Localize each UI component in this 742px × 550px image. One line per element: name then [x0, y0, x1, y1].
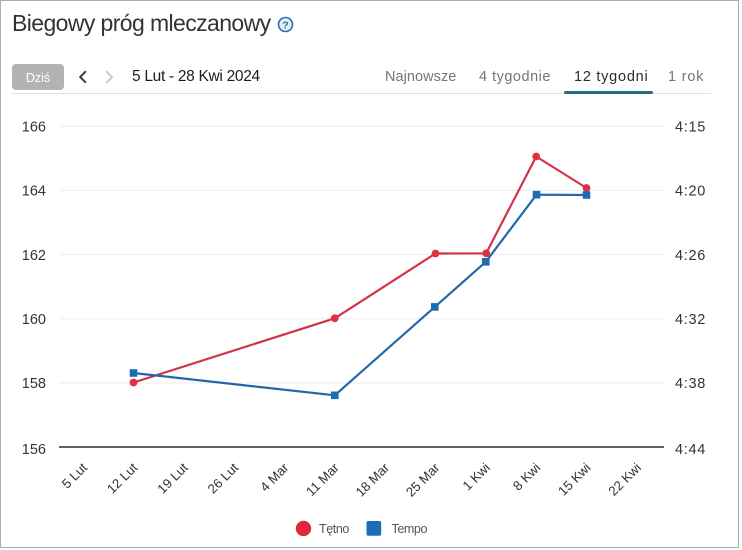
- svg-text:4:38: 4:38: [675, 376, 706, 392]
- svg-text:164: 164: [22, 184, 46, 200]
- svg-text:22 Kwi: 22 Kwi: [605, 460, 644, 499]
- svg-text:12 Lut: 12 Lut: [104, 460, 141, 497]
- svg-text:1 Kwi: 1 Kwi: [460, 460, 493, 493]
- svg-text:160: 160: [22, 312, 46, 328]
- svg-text:19 Lut: 19 Lut: [154, 460, 191, 497]
- svg-text:156: 156: [22, 442, 46, 458]
- svg-text:162: 162: [22, 248, 46, 264]
- svg-text:Tętno: Tętno: [319, 522, 349, 536]
- svg-text:25 Mar: 25 Mar: [403, 460, 443, 500]
- svg-text:166: 166: [22, 119, 46, 135]
- svg-text:Tempo: Tempo: [392, 522, 428, 536]
- svg-text:4:32: 4:32: [675, 312, 706, 328]
- svg-text:?: ?: [282, 19, 288, 31]
- svg-text:5 Lut: 5 Lut: [59, 460, 91, 492]
- svg-text:15 Kwi: 15 Kwi: [555, 460, 594, 499]
- svg-text:11 Mar: 11 Mar: [303, 460, 342, 499]
- svg-text:4:20: 4:20: [675, 184, 706, 200]
- svg-text:4:15: 4:15: [675, 119, 706, 135]
- svg-text:8 Kwi: 8 Kwi: [510, 460, 543, 493]
- svg-text:4:26: 4:26: [675, 248, 706, 264]
- svg-text:4 Mar: 4 Mar: [257, 460, 292, 495]
- svg-text:18 Mar: 18 Mar: [353, 460, 393, 500]
- svg-text:158: 158: [22, 376, 46, 392]
- svg-text:26 Lut: 26 Lut: [205, 460, 242, 497]
- svg-text:4:44: 4:44: [675, 442, 706, 458]
